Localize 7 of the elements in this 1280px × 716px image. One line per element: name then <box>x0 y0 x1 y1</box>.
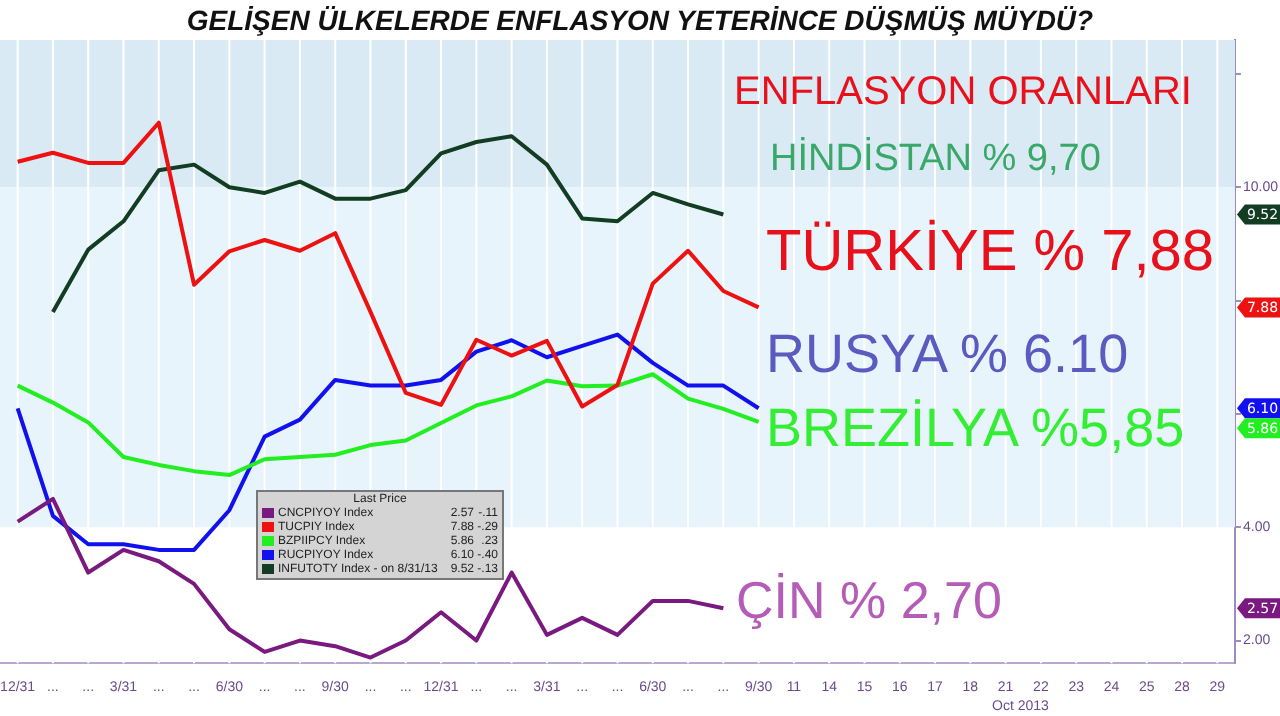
chart-title: GELİŞEN ÜLKELERDE ENFLASYON YETERİNCE DÜŞMÜŞ MÜYDÜ? <box>184 4 1096 36</box>
annotation: RUSYA % 6.10 <box>766 324 1129 384</box>
annotation: ÇİN % 2,70 <box>736 570 1002 630</box>
annotation: TÜRKİYE % 7,88 <box>766 220 1215 284</box>
annotation: BREZİLYA %5,85 <box>766 398 1185 458</box>
annotation: HİNDİSTAN % 9,70 <box>770 138 1101 180</box>
text: ENFLASYON ORANLARI <box>734 70 1192 114</box>
